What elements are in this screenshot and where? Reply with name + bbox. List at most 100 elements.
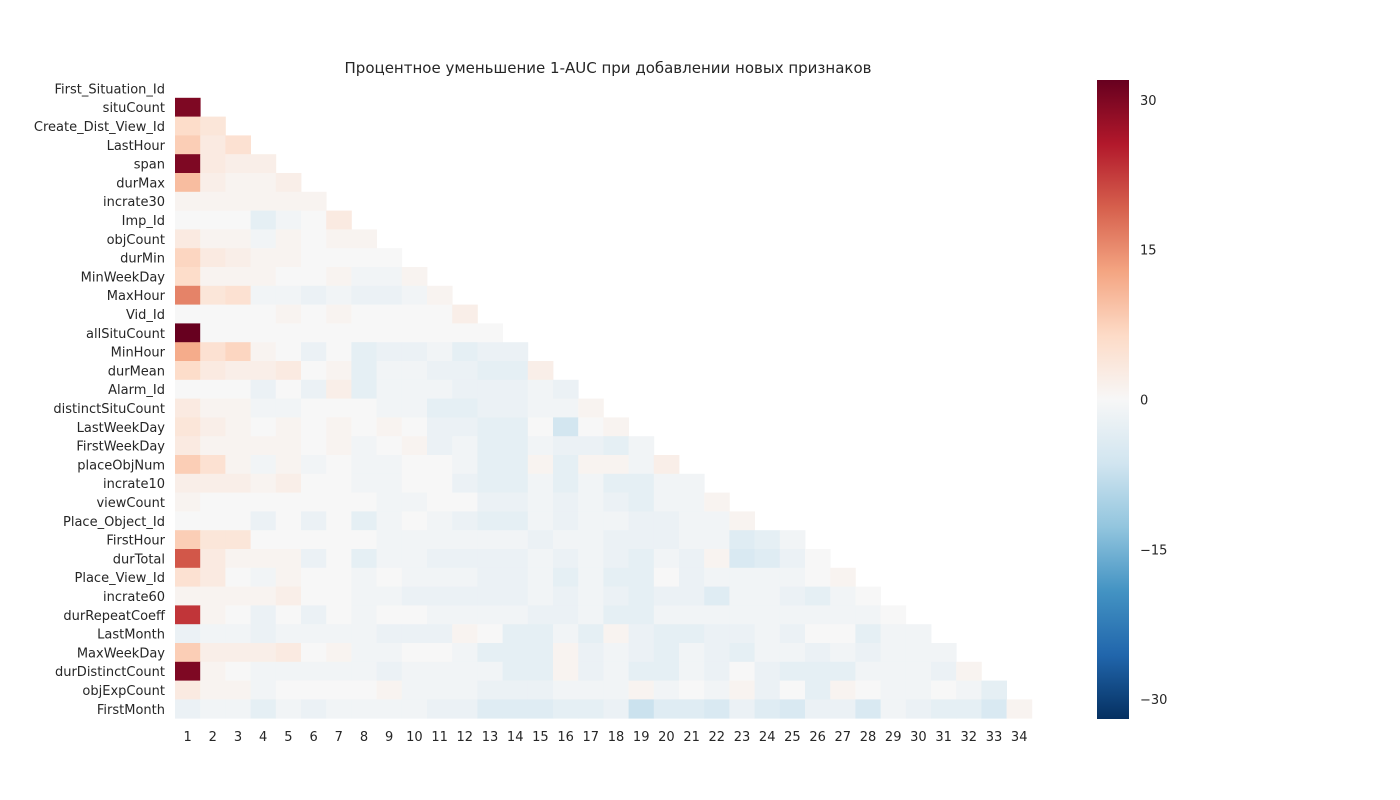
heatmap-cell <box>603 530 629 550</box>
heatmap-cell <box>250 624 277 644</box>
heatmap-cell <box>729 661 755 681</box>
heatmap-cell <box>779 661 806 681</box>
heatmap-cell <box>855 643 881 663</box>
heatmap-cell <box>200 154 226 174</box>
row-label: Imp_Id <box>122 214 165 229</box>
heatmap-cell <box>175 549 201 569</box>
heatmap-cell <box>628 605 655 625</box>
heatmap-cell <box>527 473 554 493</box>
heatmap-cell <box>301 398 327 418</box>
heatmap-cell <box>502 624 529 644</box>
heatmap-cell <box>880 680 907 700</box>
row-label: LastHour <box>107 139 166 154</box>
row-label: durMean <box>108 364 165 379</box>
column-label: 22 <box>709 730 726 745</box>
heatmap-cell <box>301 549 327 569</box>
heatmap-cell <box>301 379 327 399</box>
heatmap-cell <box>427 549 453 569</box>
heatmap-cell <box>401 530 428 550</box>
heatmap-cell <box>502 379 529 399</box>
heatmap-cell <box>225 530 251 550</box>
heatmap-cell <box>200 229 226 249</box>
heatmap-cell <box>200 398 226 418</box>
heatmap-cell <box>477 680 503 700</box>
heatmap-cell <box>427 436 453 456</box>
heatmap-cell <box>578 586 604 606</box>
heatmap-cell <box>200 473 226 493</box>
heatmap-cell <box>376 323 403 343</box>
heatmap-cell <box>326 398 352 418</box>
heatmap-cell <box>830 699 856 719</box>
heatmap-cell <box>754 661 781 681</box>
heatmap-cell <box>301 473 327 493</box>
heatmap-cell <box>351 436 377 456</box>
heatmap-cell <box>452 323 478 343</box>
heatmap-cell <box>754 699 781 719</box>
heatmap-cell <box>351 361 377 381</box>
heatmap-cell <box>704 661 730 681</box>
heatmap-cell <box>527 661 554 681</box>
heatmap-cell <box>653 624 680 644</box>
heatmap-cell <box>603 473 629 493</box>
heatmap-cell <box>653 567 680 587</box>
heatmap-cell <box>351 342 377 362</box>
heatmap-cell <box>401 361 428 381</box>
heatmap-cell <box>553 436 579 456</box>
heatmap-cell <box>603 624 629 644</box>
heatmap-cell <box>250 323 277 343</box>
heatmap-cell <box>805 586 831 606</box>
row-label: span <box>134 158 165 173</box>
heatmap-cell <box>225 135 251 155</box>
heatmap-cell <box>351 492 377 512</box>
heatmap-cell <box>275 210 302 230</box>
heatmap-cell <box>275 323 302 343</box>
heatmap-cell <box>250 567 277 587</box>
heatmap-cell <box>502 530 529 550</box>
heatmap-cell <box>401 624 428 644</box>
heatmap-cell <box>376 398 403 418</box>
heatmap-cell <box>326 699 352 719</box>
heatmap-cell <box>679 492 705 512</box>
heatmap-cell <box>628 530 655 550</box>
heatmap-cell <box>477 417 503 437</box>
heatmap-cell <box>225 680 251 700</box>
heatmap-cell <box>628 511 655 531</box>
heatmap-cell <box>578 605 604 625</box>
heatmap-cell <box>275 379 302 399</box>
heatmap-cell <box>200 530 226 550</box>
heatmap-cell <box>527 455 554 475</box>
heatmap-cell <box>452 455 478 475</box>
heatmap-cell <box>275 511 302 531</box>
heatmap-cell <box>553 624 579 644</box>
row-label: MinWeekDay <box>81 270 166 285</box>
heatmap-cell <box>527 624 554 644</box>
heatmap-cell <box>351 473 377 493</box>
heatmap-cell <box>250 492 277 512</box>
heatmap-cell <box>427 643 453 663</box>
heatmap-cell <box>553 398 579 418</box>
heatmap-cell <box>427 323 453 343</box>
heatmap-cell <box>603 436 629 456</box>
heatmap-cell <box>477 624 503 644</box>
heatmap-cell <box>704 492 730 512</box>
heatmap-cell <box>175 586 201 606</box>
heatmap-cell <box>200 624 226 644</box>
heatmap-cell <box>578 473 604 493</box>
heatmap-cell <box>779 586 806 606</box>
column-label: 30 <box>910 730 927 745</box>
heatmap-cell <box>351 567 377 587</box>
heatmap-cell <box>704 680 730 700</box>
heatmap-cell <box>628 643 655 663</box>
heatmap-cell <box>200 304 226 324</box>
heatmap-cell <box>376 605 403 625</box>
heatmap-cell <box>225 267 251 287</box>
heatmap-cell <box>653 699 680 719</box>
heatmap-cell <box>628 549 655 569</box>
heatmap-cell <box>754 549 781 569</box>
heatmap-cell <box>905 699 932 719</box>
heatmap-cell <box>250 248 277 268</box>
heatmap-cell <box>326 680 352 700</box>
heatmap-cell <box>250 304 277 324</box>
heatmap-cell <box>401 511 428 531</box>
heatmap-cell <box>805 643 831 663</box>
